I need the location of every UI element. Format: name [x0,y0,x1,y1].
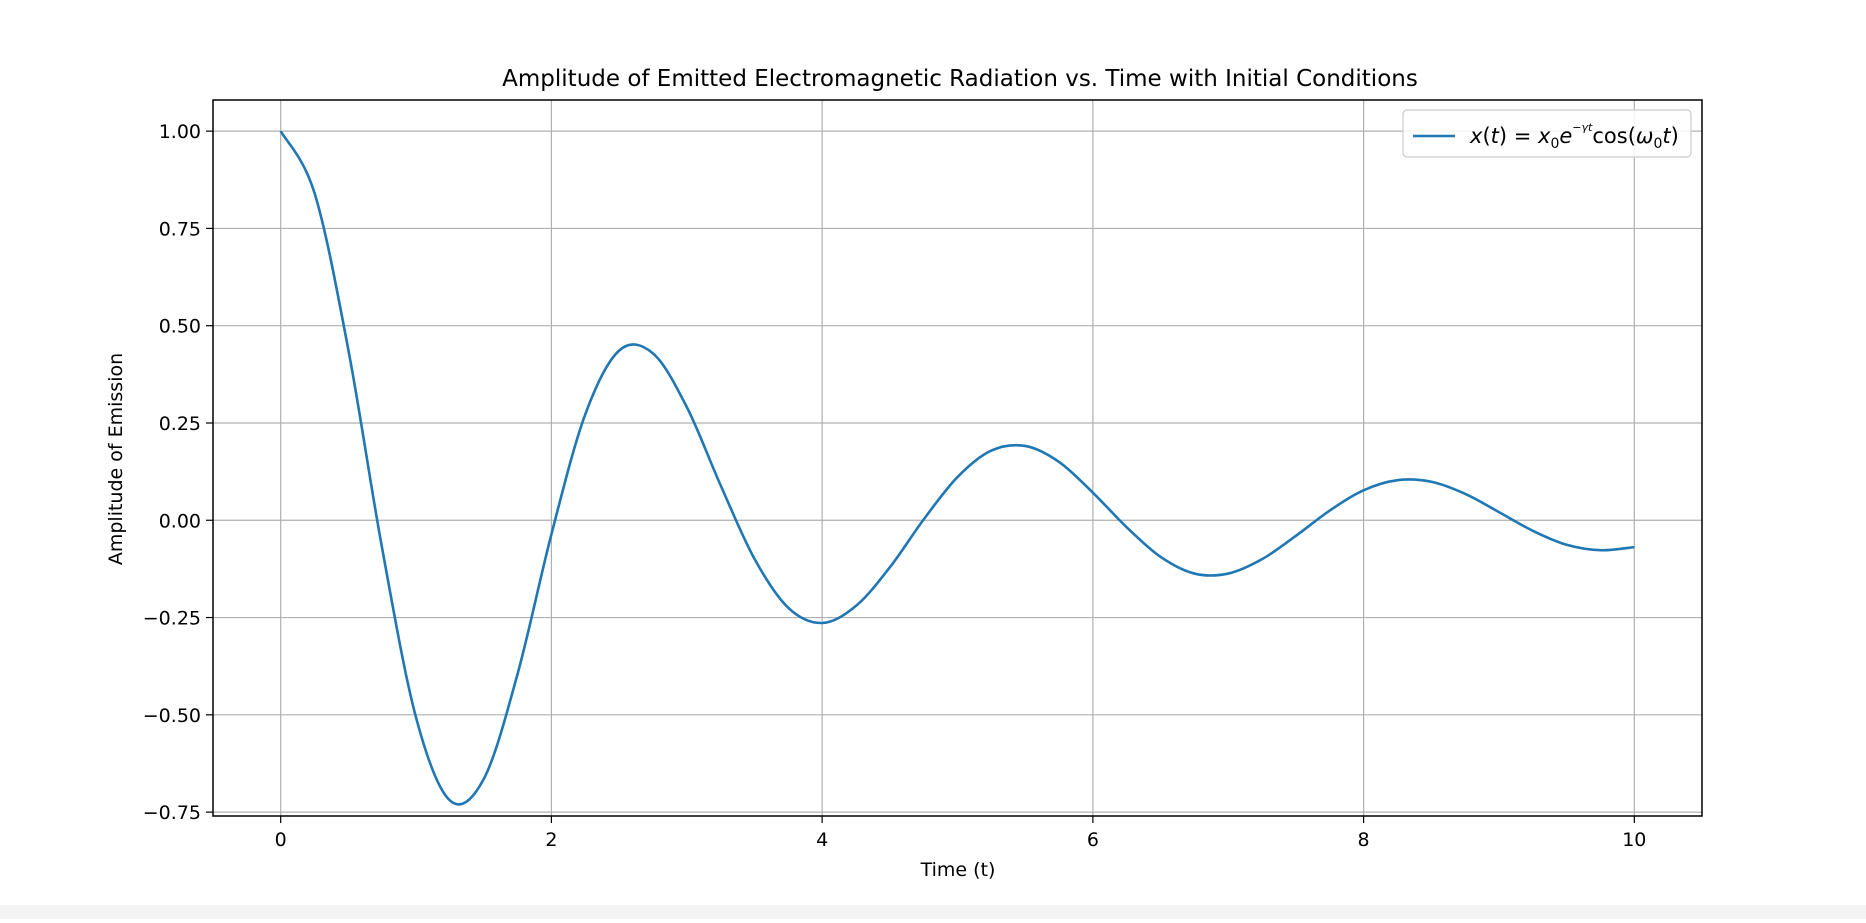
plot-frame [212,99,1703,817]
x-tick-label: 10 [1622,829,1646,851]
series-layer [279,130,1635,806]
x-tick-label: 4 [816,829,828,851]
y-tick-label: 0.75 [159,218,201,240]
y-tick-label: −0.50 [143,705,201,727]
y-tick-label: 1.00 [159,121,201,143]
legend-box [1402,109,1692,158]
x-axis-label: Time (t) [920,859,996,881]
x-tick-label: 2 [545,829,557,851]
y-tick-label: 0.00 [159,510,201,532]
legend: x(t) = x0e−γtcos(ω0t) [1402,109,1692,158]
chart-title: Amplitude of Emitted Electromagnetic Rad… [502,66,1418,92]
y-tick-label: 0.50 [159,316,201,338]
y-axis-ticks: 1.00 0.75 0.50 0.25 0.00 −0.25 −0.50 −0.75 [143,121,213,824]
y-tick-label: −0.75 [143,802,201,824]
x-tick-label: 0 [275,829,287,851]
legend-label: x(t) = x0e−γtcos(ω0t) [1469,121,1679,152]
y-axis-label: Amplitude of Emission [105,353,127,565]
window-bottom-strip [0,905,1866,919]
y-tick-label: −0.25 [143,608,201,630]
x-tick-label: 8 [1358,829,1370,851]
series-line [279,130,1635,806]
y-tick-label: 0.25 [159,413,201,435]
x-tick-label: 6 [1087,829,1099,851]
x-axis-ticks: 0 2 4 6 8 10 [275,816,1646,851]
